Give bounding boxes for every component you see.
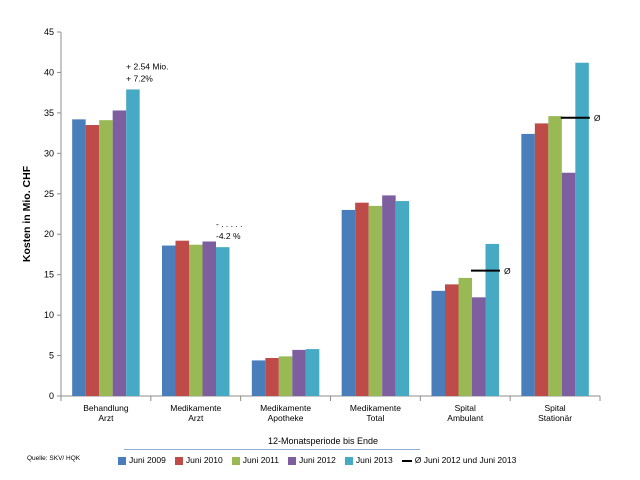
legend-swatch <box>287 456 296 465</box>
bar-juni-2009 <box>251 360 266 396</box>
bar-juni-2012 <box>292 349 306 396</box>
y-tick-label: 30 <box>44 148 54 158</box>
legend-swatch <box>174 456 183 465</box>
x-tick-label: Apotheke <box>268 413 304 423</box>
y-tick-label: 15 <box>44 270 54 280</box>
x-tick-label: Stationär <box>538 413 572 423</box>
legend-swatch <box>118 456 126 465</box>
bar-juni-2011 <box>99 120 113 397</box>
bar-juni-2012 <box>112 110 127 396</box>
bar-juni-2010 <box>85 125 100 397</box>
bar-juni-2009 <box>521 133 535 397</box>
legend-item: Juni 2013 <box>344 454 393 465</box>
bar-juni-2013 <box>126 89 140 396</box>
x-tick-label: Ambulant <box>447 413 484 423</box>
legend-label: Juni 2009 <box>129 454 166 465</box>
bar-juni-2010 <box>445 284 459 396</box>
legend-item: Juni 2011 <box>231 454 279 465</box>
legend-label: Juni 2011 <box>242 454 279 465</box>
bar-juni-2013 <box>485 243 499 396</box>
average-label: Ø <box>504 266 511 276</box>
bar-juni-2010 <box>534 123 549 396</box>
y-tick-label: 35 <box>44 108 54 118</box>
legend-label: Ø Juni 2012 und Juni 2013 <box>414 454 517 465</box>
bar-juni-2012 <box>382 195 396 396</box>
legend-item: Juni 2012 <box>287 454 336 465</box>
legend-items: Juni 2009 Juni 2010 Juni 2011 Juni 2012 Juni… <box>118 454 525 465</box>
bar-juni-2009 <box>431 290 445 396</box>
legend-item: Juni 2009 <box>118 455 166 465</box>
legend: 12-Monatsperiode bis Ende Juni 2009 Juni … <box>118 436 538 465</box>
x-tick-label: Medikamente <box>170 403 221 413</box>
average-label: Ø <box>594 113 601 123</box>
y-axis-title: Kosten in Mio. CHF <box>21 165 33 262</box>
bar-juni-2009 <box>341 209 356 396</box>
y-tick-label: 5 <box>49 351 54 361</box>
bar-juni-2013 <box>575 62 589 396</box>
x-tick-label: Medikamente <box>260 403 311 413</box>
y-tick-label: 10 <box>44 310 54 320</box>
x-tick-label: Total <box>366 413 384 423</box>
bar-juni-2011 <box>189 244 203 396</box>
annotation-text: -4.2 % <box>216 231 241 241</box>
bar-juni-2009 <box>72 119 86 397</box>
legend-divider <box>124 449 420 450</box>
bar-juni-2011 <box>548 116 562 396</box>
x-tick-label: Spital <box>544 403 565 413</box>
y-tick-label: 25 <box>44 189 54 199</box>
source-note: Quelle: SKV/ HQK <box>27 455 81 462</box>
bar-juni-2012 <box>202 241 216 396</box>
bar-juni-2013 <box>395 201 410 396</box>
legend-swatch <box>231 456 240 465</box>
legend-item: Juni 2010 <box>174 454 223 465</box>
bar-juni-2011 <box>458 277 472 396</box>
legend-item-average: Ø Juni 2012 und Juni 2013 <box>401 454 517 465</box>
legend-label: Juni 2010 <box>185 454 223 465</box>
bar-juni-2012 <box>561 172 576 396</box>
legend-line-swatch <box>401 459 412 462</box>
legend-label: Juni 2013 <box>355 454 393 465</box>
bar-juni-2013 <box>216 247 230 396</box>
legend-swatch <box>344 456 353 465</box>
x-tick-label: Behandlung <box>83 403 129 413</box>
bar-juni-2011 <box>278 356 293 396</box>
x-tick-label: Spital <box>455 403 476 413</box>
bar-juni-2011 <box>368 205 383 396</box>
x-axis-title: 12-Monatsperiode bis Ende <box>267 436 379 446</box>
bar-juni-2012 <box>472 297 486 396</box>
annotation-text: - . . . . . <box>216 219 242 229</box>
bar-juni-2010 <box>175 240 189 396</box>
x-tick-label: Arzt <box>98 413 114 423</box>
y-tick-label: 45 <box>44 27 54 37</box>
y-tick-label: 0 <box>49 391 54 401</box>
bar-juni-2010 <box>355 202 369 396</box>
annotation-text: + 2.54 Mio. <box>126 61 168 71</box>
legend-label: Juni 2012 <box>298 454 336 465</box>
y-tick-label: 20 <box>44 229 54 239</box>
annotation-text: + 7.2% <box>126 73 153 83</box>
bar-juni-2013 <box>305 349 320 396</box>
x-tick-label: Medikamente <box>350 403 401 413</box>
y-tick-label: 40 <box>44 67 54 77</box>
bar-juni-2009 <box>162 245 176 396</box>
x-tick-label: Arzt <box>188 413 204 423</box>
bar-juni-2010 <box>265 357 279 396</box>
